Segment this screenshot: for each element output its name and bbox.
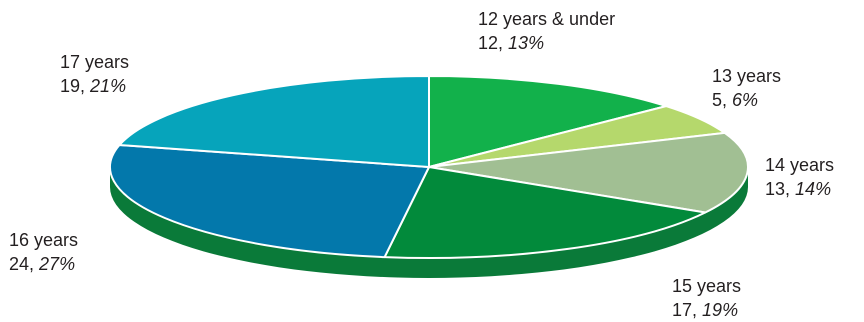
slice-label-2-name: 14 years xyxy=(765,155,835,175)
slice-label-0-value: 12 xyxy=(478,33,499,53)
slice-label-0: 12 years & under 12, 13% xyxy=(478,9,616,53)
slice-label-3-percent: 19% xyxy=(702,300,739,320)
slice-label-1-percent: 6% xyxy=(732,90,759,110)
pie-slice-4 xyxy=(109,143,430,259)
slice-label-4-name: 16 years xyxy=(9,230,79,250)
slice-label-3-name: 15 years xyxy=(672,276,742,296)
slice-label-2: 14 years 13, 14% xyxy=(765,155,835,199)
slice-label-5: 17 years 19, 21% xyxy=(60,52,130,96)
slice-label-1: 13 years 5, 6% xyxy=(712,66,782,110)
pie-slice-0 xyxy=(428,75,668,168)
slice-label-3-value: 17 xyxy=(672,300,693,320)
slice-label-3: 15 years 17, 19% xyxy=(672,276,742,320)
slice-label-5-percent: 21% xyxy=(90,76,127,96)
slice-label-4-value: 24 xyxy=(9,254,30,274)
pie-side xyxy=(110,167,748,278)
slice-label-0-name: 12 years & under xyxy=(478,9,616,29)
slice-label-1-value: 5 xyxy=(712,90,723,110)
slice-label-4-percent: 27% xyxy=(39,254,76,274)
slice-label-2-percent: 14% xyxy=(795,179,832,199)
pie-slice-2 xyxy=(428,131,749,214)
slice-label-2-value: 13 xyxy=(765,179,786,199)
pie-slice-5 xyxy=(118,75,430,168)
slice-label-0-percent: 13% xyxy=(508,33,545,53)
slice-label-5-value: 19 xyxy=(60,76,81,96)
pie-slice-3 xyxy=(383,166,707,259)
slice-label-5-name: 17 years xyxy=(60,52,130,72)
slice-label-4: 16 years 24, 27% xyxy=(9,230,79,274)
slice-label-1-name: 13 years xyxy=(712,66,782,86)
